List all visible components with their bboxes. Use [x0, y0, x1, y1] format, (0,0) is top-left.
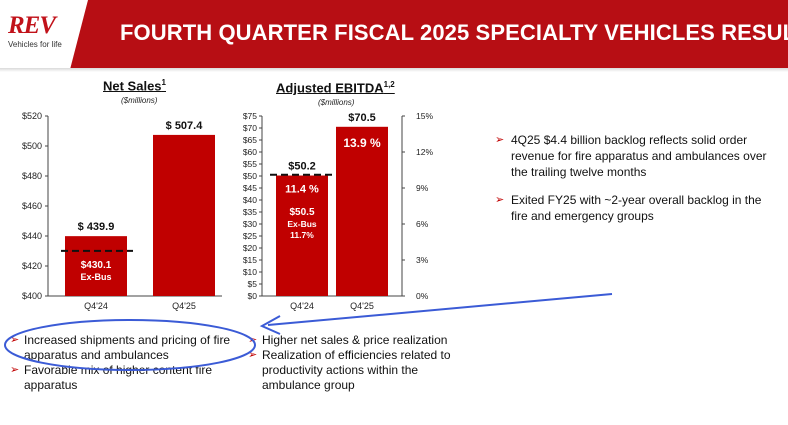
arrow-bullet-icon: ➢	[10, 334, 20, 346]
logo-tagline: Vehicles for life	[8, 40, 62, 49]
y-tick-label: $460	[22, 201, 42, 211]
y-tick-label: $440	[22, 231, 42, 241]
y-tick-label: $75	[243, 111, 257, 121]
page-title: FOURTH QUARTER FISCAL 2025 SPECIALTY VEH…	[120, 20, 788, 45]
list-item: ➢ 4Q25 $4.4 billion backlog reflects soli…	[495, 133, 767, 179]
data-label: $50.2	[288, 161, 316, 173]
arrow-bullet-icon: ➢	[10, 364, 20, 376]
y-tick-label: $0	[248, 291, 258, 301]
y-tick-label: $20	[243, 243, 257, 253]
list-item: ➢ Increased shipments and pricing of fire…	[10, 333, 231, 362]
y-tick-label: $40	[243, 195, 257, 205]
ebitda-unit: ($millions)	[318, 98, 355, 107]
arrow-bullet-icon: ➢	[248, 349, 258, 361]
header-shadow	[0, 68, 788, 72]
list-item: ➢ Higher net sales & price realization	[248, 333, 448, 347]
ex-bus-label: Ex-Bus	[80, 272, 111, 282]
x-tick-label: Q4'24	[290, 301, 314, 311]
bar	[153, 134, 215, 296]
ex-bus-value: $430.1	[81, 260, 112, 271]
margin-label: 11.4 %	[285, 184, 319, 196]
list-item: ➢ Exited FY25 with ~2-year overall backlo…	[495, 193, 762, 223]
logo-wordmark: REV	[8, 12, 56, 39]
y-tick-label: $30	[243, 219, 257, 229]
y-tick-label: $400	[22, 291, 42, 301]
ex-bus-label: Ex-Bus	[287, 219, 317, 229]
margin-label: 13.9 %	[343, 136, 381, 150]
list-item: ➢ Favorable mix of higher content fire ap…	[10, 363, 213, 392]
x-tick-label: Q4'25	[172, 301, 196, 311]
ebitda-title: Adjusted EBITDA1,2	[276, 80, 395, 96]
y-tick-label: $25	[243, 231, 257, 241]
y2-tick-label: 12%	[416, 147, 433, 157]
header-bar	[0, 0, 788, 68]
y-tick-label: $5	[248, 279, 258, 289]
data-label: $ 507.4	[166, 120, 204, 132]
arrow-bullet-icon: ➢	[495, 134, 505, 146]
y-tick-label: $65	[243, 135, 257, 145]
y-tick-label: $70	[243, 123, 257, 133]
y2-tick-label: 0%	[416, 291, 429, 301]
list-item: ➢ Realization of efficiencies related to …	[248, 348, 451, 392]
ex-bus-margin: 11.7%	[290, 230, 314, 240]
y-tick-label: $10	[243, 267, 257, 277]
ebitda-chart: $0 $5 $10 $15 $20 $25 $30 $35 $40 $45 $50 $55 $60 $65…	[243, 111, 434, 311]
annotation-arrow-head-icon	[259, 315, 281, 335]
arrow-bullet-icon: ➢	[248, 334, 258, 346]
x-tick-label: Q4'24	[84, 301, 108, 311]
y-tick-label: $520	[22, 111, 42, 121]
y-tick-label: $500	[22, 141, 42, 151]
bar	[276, 175, 328, 296]
y-tick-label: $480	[22, 171, 42, 181]
data-label: $70.5	[348, 112, 376, 124]
y2-tick-label: 9%	[416, 183, 429, 193]
bar	[65, 236, 127, 296]
bar	[336, 126, 388, 296]
net-sales-unit: ($millions)	[121, 96, 158, 105]
net-sales-title: Net Sales1	[103, 78, 166, 94]
y-tick-label: $35	[243, 207, 257, 217]
y2-tick-label: 3%	[416, 255, 429, 265]
data-label: $ 439.9	[78, 221, 115, 233]
y2-tick-label: 15%	[416, 111, 433, 121]
y-tick-label: $15	[243, 255, 257, 265]
y-tick-label: $45	[243, 183, 257, 193]
y-tick-label: $50	[243, 171, 257, 181]
y-tick-label: $60	[243, 147, 257, 157]
arrow-bullet-icon: ➢	[495, 194, 505, 206]
y2-tick-label: 6%	[416, 219, 429, 229]
ex-bus-value: $50.5	[289, 207, 314, 218]
y-tick-label: $55	[243, 159, 257, 169]
y-tick-label: $420	[22, 261, 42, 271]
x-tick-label: Q4'25	[350, 301, 374, 311]
ebitda-drivers: ➢ Higher net sales & price realization ➢ R…	[248, 333, 473, 393]
net-sales-drivers: ➢ Increased shipments and pricing of fire…	[10, 333, 255, 393]
backlog-bullets: ➢ 4Q25 $4.4 billion backlog reflects soli…	[495, 132, 780, 236]
net-sales-chart: $400 $420 $440 $460 $480 $500 $520 $ 439.9 Q4'24…	[22, 111, 222, 311]
